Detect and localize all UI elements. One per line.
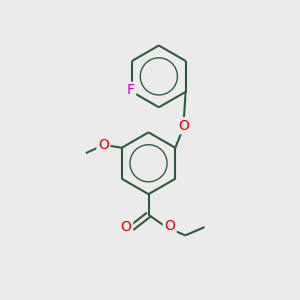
Text: F: F [127, 83, 135, 98]
Text: O: O [179, 119, 190, 133]
Text: O: O [98, 138, 109, 152]
Text: O: O [164, 219, 175, 233]
Text: O: O [121, 220, 132, 234]
